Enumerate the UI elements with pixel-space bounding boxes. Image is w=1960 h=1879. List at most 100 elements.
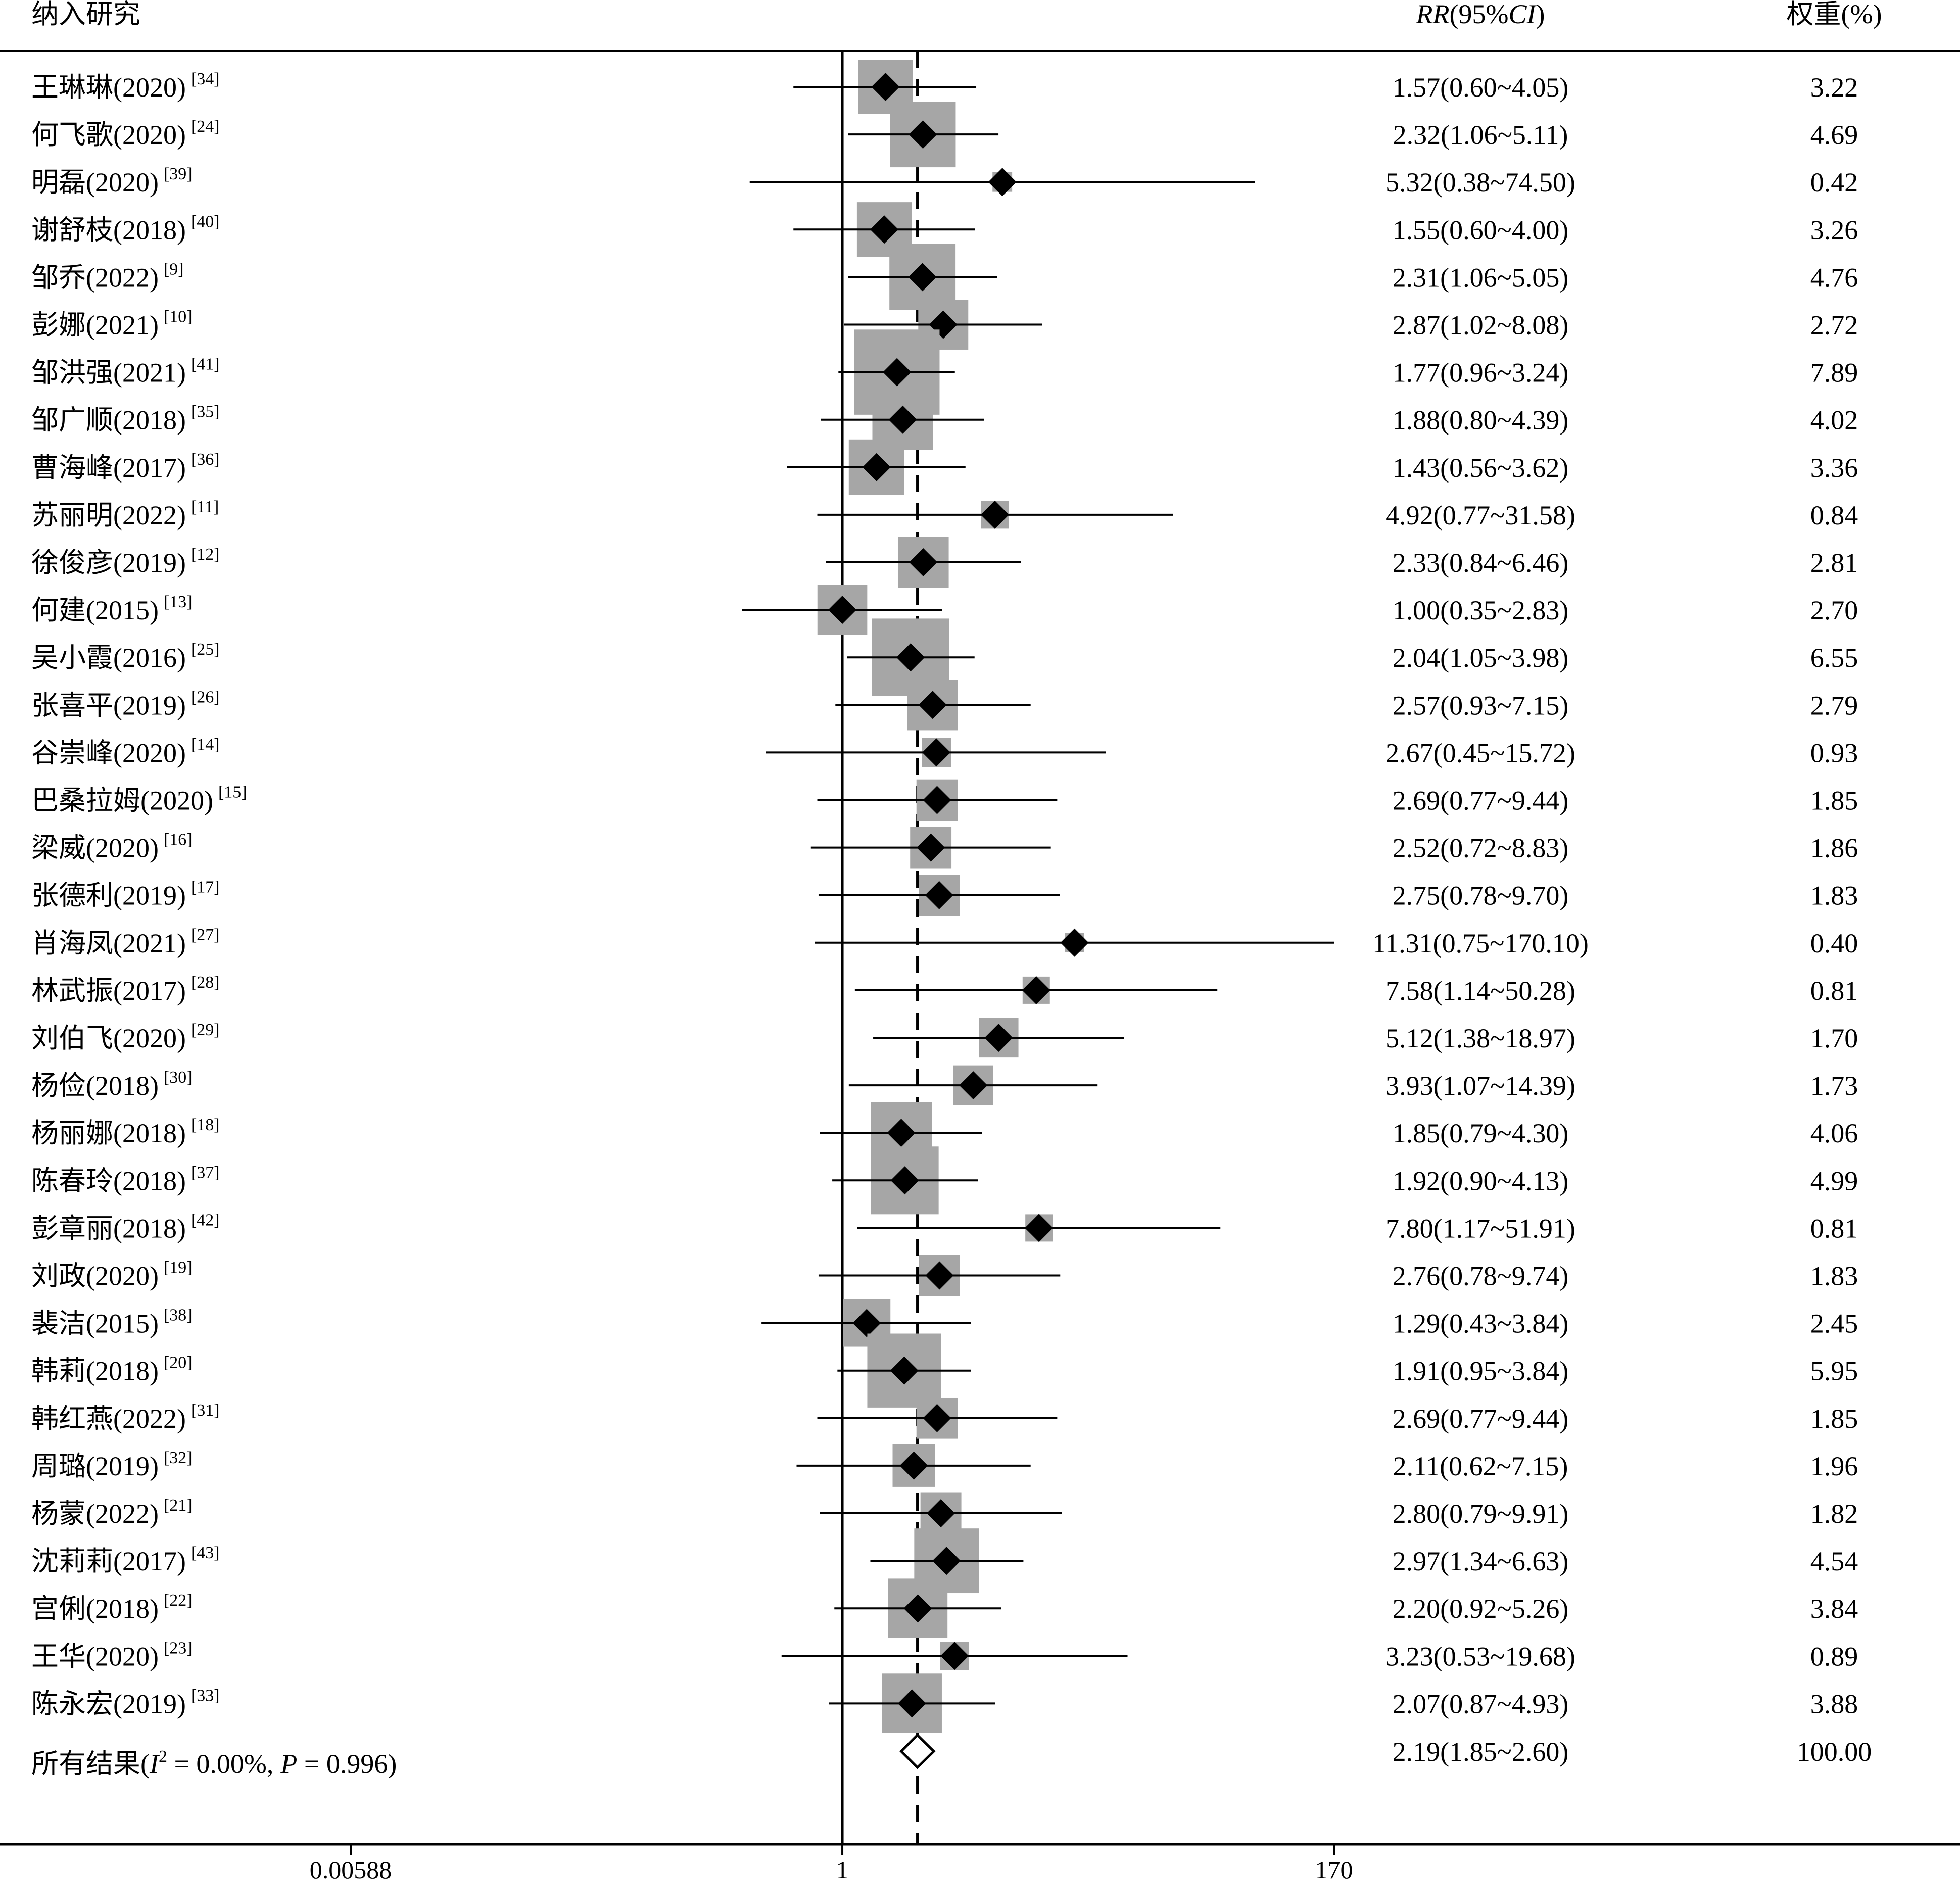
study-weight: 0.93 xyxy=(1810,738,1858,768)
study-name: 杨丽娜(2018) xyxy=(31,1118,186,1148)
study-label: 林武振(2017) [28] xyxy=(31,973,220,1006)
point-estimate-marker xyxy=(870,215,899,244)
study-ref: [35] xyxy=(191,403,220,421)
point-estimate-marker xyxy=(909,120,937,149)
point-estimate-marker xyxy=(909,548,938,576)
study-ref: [11] xyxy=(191,498,219,516)
study-row: 陈永宏(2019) [33] 2.07(0.87~4.93) 3.88 xyxy=(31,1673,1858,1733)
point-estimate-marker xyxy=(925,1261,954,1290)
study-weight: 2.72 xyxy=(1810,310,1858,341)
study-ci-text: 1.57(0.60~4.05) xyxy=(1393,72,1569,103)
study-ci-text: 2.69(0.77~9.44) xyxy=(1393,786,1569,816)
point-estimate-marker xyxy=(897,1689,926,1718)
study-ref: [19] xyxy=(164,1259,193,1277)
study-label: 巴桑拉姆(2020) [15] xyxy=(31,783,247,816)
study-ref: [32] xyxy=(164,1449,193,1467)
study-ref: [13] xyxy=(164,593,193,611)
study-ci-text: 2.04(1.05~3.98) xyxy=(1393,643,1569,673)
point-estimate-marker xyxy=(890,1356,919,1385)
study-weight: 1.86 xyxy=(1810,833,1858,863)
study-ci-text: 2.75(0.78~9.70) xyxy=(1393,881,1569,911)
study-ci-text: 2.07(0.87~4.93) xyxy=(1393,1689,1569,1719)
study-weight: 1.83 xyxy=(1810,881,1858,911)
study-row: 杨蒙(2022) [21] 2.80(0.79~9.91) 1.82 xyxy=(31,1492,1858,1534)
point-estimate-marker xyxy=(903,1594,932,1623)
study-row: 王华(2020) [23] 3.23(0.53~19.68) 0.89 xyxy=(31,1639,1858,1671)
study-name: 陈永宏(2019) xyxy=(31,1689,186,1719)
study-name: 何飞歌(2020) xyxy=(31,120,186,150)
study-ci-text: 5.12(1.38~18.97) xyxy=(1385,1023,1575,1053)
study-ci-text: 1.77(0.96~3.24) xyxy=(1393,358,1569,388)
study-name: 何建(2015) xyxy=(31,595,159,625)
study-label: 彭章丽(2018) [42] xyxy=(31,1211,220,1243)
study-label: 杨丽娜(2018) [18] xyxy=(31,1116,220,1148)
study-name: 周璐(2019) xyxy=(31,1451,159,1481)
study-row: 邹广顺(2018) [35] 1.88(0.80~4.39) 4.02 xyxy=(31,389,1858,450)
study-row: 何建(2015) [13] 1.00(0.35~2.83) 2.70 xyxy=(31,585,1858,635)
study-ci-text: 1.92(0.90~4.13) xyxy=(1393,1166,1569,1196)
study-name: 彭章丽(2018) xyxy=(31,1213,186,1243)
study-rows: 王琳琳(2020) [34] 1.57(0.60~4.05) 3.22何飞歌(2020… xyxy=(31,60,1858,1733)
study-row: 肖海凤(2021) [27] 11.31(0.75~170.10) 0.40 xyxy=(31,926,1858,958)
study-weight: 0.81 xyxy=(1810,976,1858,1006)
study-weight: 0.84 xyxy=(1810,500,1858,531)
study-ref: [20] xyxy=(164,1354,193,1372)
study-label: 谢舒枝(2018) [40] xyxy=(31,212,220,245)
study-ref: [37] xyxy=(191,1163,220,1182)
study-row: 梁威(2020) [16] 2.52(0.72~8.83) 1.86 xyxy=(31,827,1858,869)
study-ref: [42] xyxy=(191,1211,220,1229)
study-label: 邹广顺(2018) [35] xyxy=(31,403,220,436)
study-weight: 0.81 xyxy=(1810,1213,1858,1243)
study-weight: 1.85 xyxy=(1810,1404,1858,1434)
point-estimate-marker xyxy=(925,881,953,909)
study-ci-text: 1.00(0.35~2.83) xyxy=(1393,595,1569,625)
overall-weight: 100.00 xyxy=(1797,1737,1872,1767)
study-ref: [25] xyxy=(191,640,220,659)
study-label: 韩红燕(2022) [31] xyxy=(31,1401,220,1434)
study-ref: [34] xyxy=(191,70,220,88)
study-label: 陈永宏(2019) [33] xyxy=(31,1686,220,1719)
study-row: 刘伯飞(2020) [29] 5.12(1.38~18.97) 1.70 xyxy=(31,1018,1858,1058)
study-label: 邹乔(2022) [9] xyxy=(31,260,184,293)
point-estimate-marker xyxy=(959,1071,988,1100)
x-tick-label: 0.00588 xyxy=(310,1856,392,1879)
study-ci-text: 2.67(0.45~15.72) xyxy=(1385,738,1575,768)
study-weight: 3.22 xyxy=(1810,72,1858,103)
study-row: 张喜平(2019) [26] 2.57(0.93~7.15) 2.79 xyxy=(31,680,1858,731)
study-row: 林武振(2017) [28] 7.58(1.14~50.28) 0.81 xyxy=(31,973,1858,1006)
study-ref: [36] xyxy=(191,450,220,469)
study-row: 周璐(2019) [32] 2.11(0.62~7.15) 1.96 xyxy=(31,1444,1858,1487)
study-name: 王华(2020) xyxy=(31,1641,159,1671)
study-name: 彭娜(2021) xyxy=(31,310,159,341)
study-row: 彭章丽(2018) [42] 7.80(1.17~51.91) 0.81 xyxy=(31,1211,1858,1243)
study-name: 裴洁(2015) xyxy=(31,1309,159,1339)
study-weight: 3.26 xyxy=(1810,215,1858,245)
study-ref: [31] xyxy=(191,1401,220,1420)
point-estimate-marker xyxy=(932,1547,961,1575)
point-estimate-marker xyxy=(922,738,951,767)
study-weight: 3.84 xyxy=(1810,1594,1858,1624)
study-ci-text: 2.97(1.34~6.63) xyxy=(1393,1546,1569,1576)
study-name: 邹洪强(2021) xyxy=(31,358,186,388)
study-row: 邹乔(2022) [9] 2.31(1.06~5.05) 4.76 xyxy=(31,244,1858,310)
study-ref: [18] xyxy=(191,1116,220,1134)
point-estimate-marker xyxy=(917,833,945,862)
point-estimate-marker xyxy=(852,1309,881,1337)
study-label: 吴小霞(2016) [25] xyxy=(31,640,220,673)
study-name: 刘伯飞(2020) xyxy=(31,1023,186,1053)
overall-p-symbol: P xyxy=(280,1749,297,1779)
study-ref: [15] xyxy=(218,783,247,802)
study-label: 明磊(2020) [39] xyxy=(31,165,193,198)
x-tick-label: 170 xyxy=(1315,1856,1353,1879)
x-axis-ticks: 0.00588 1 170 xyxy=(310,1844,1353,1879)
study-name: 谷崇峰(2020) xyxy=(31,738,186,768)
study-name: 张德利(2019) xyxy=(31,881,186,911)
study-weight: 2.81 xyxy=(1810,548,1858,578)
study-row: 杨俭(2018) [30] 3.93(1.07~14.39) 1.73 xyxy=(31,1065,1858,1105)
study-ci-text: 11.31(0.75~170.10) xyxy=(1372,928,1589,958)
study-row: 明磊(2020) [39] 5.32(0.38~74.50) 0.42 xyxy=(31,165,1858,198)
overall-i2-symbol: I xyxy=(149,1749,160,1779)
point-estimate-marker xyxy=(862,453,891,481)
study-name: 巴桑拉姆(2020) xyxy=(31,786,213,816)
header-effect-ci: CI xyxy=(1508,0,1537,29)
